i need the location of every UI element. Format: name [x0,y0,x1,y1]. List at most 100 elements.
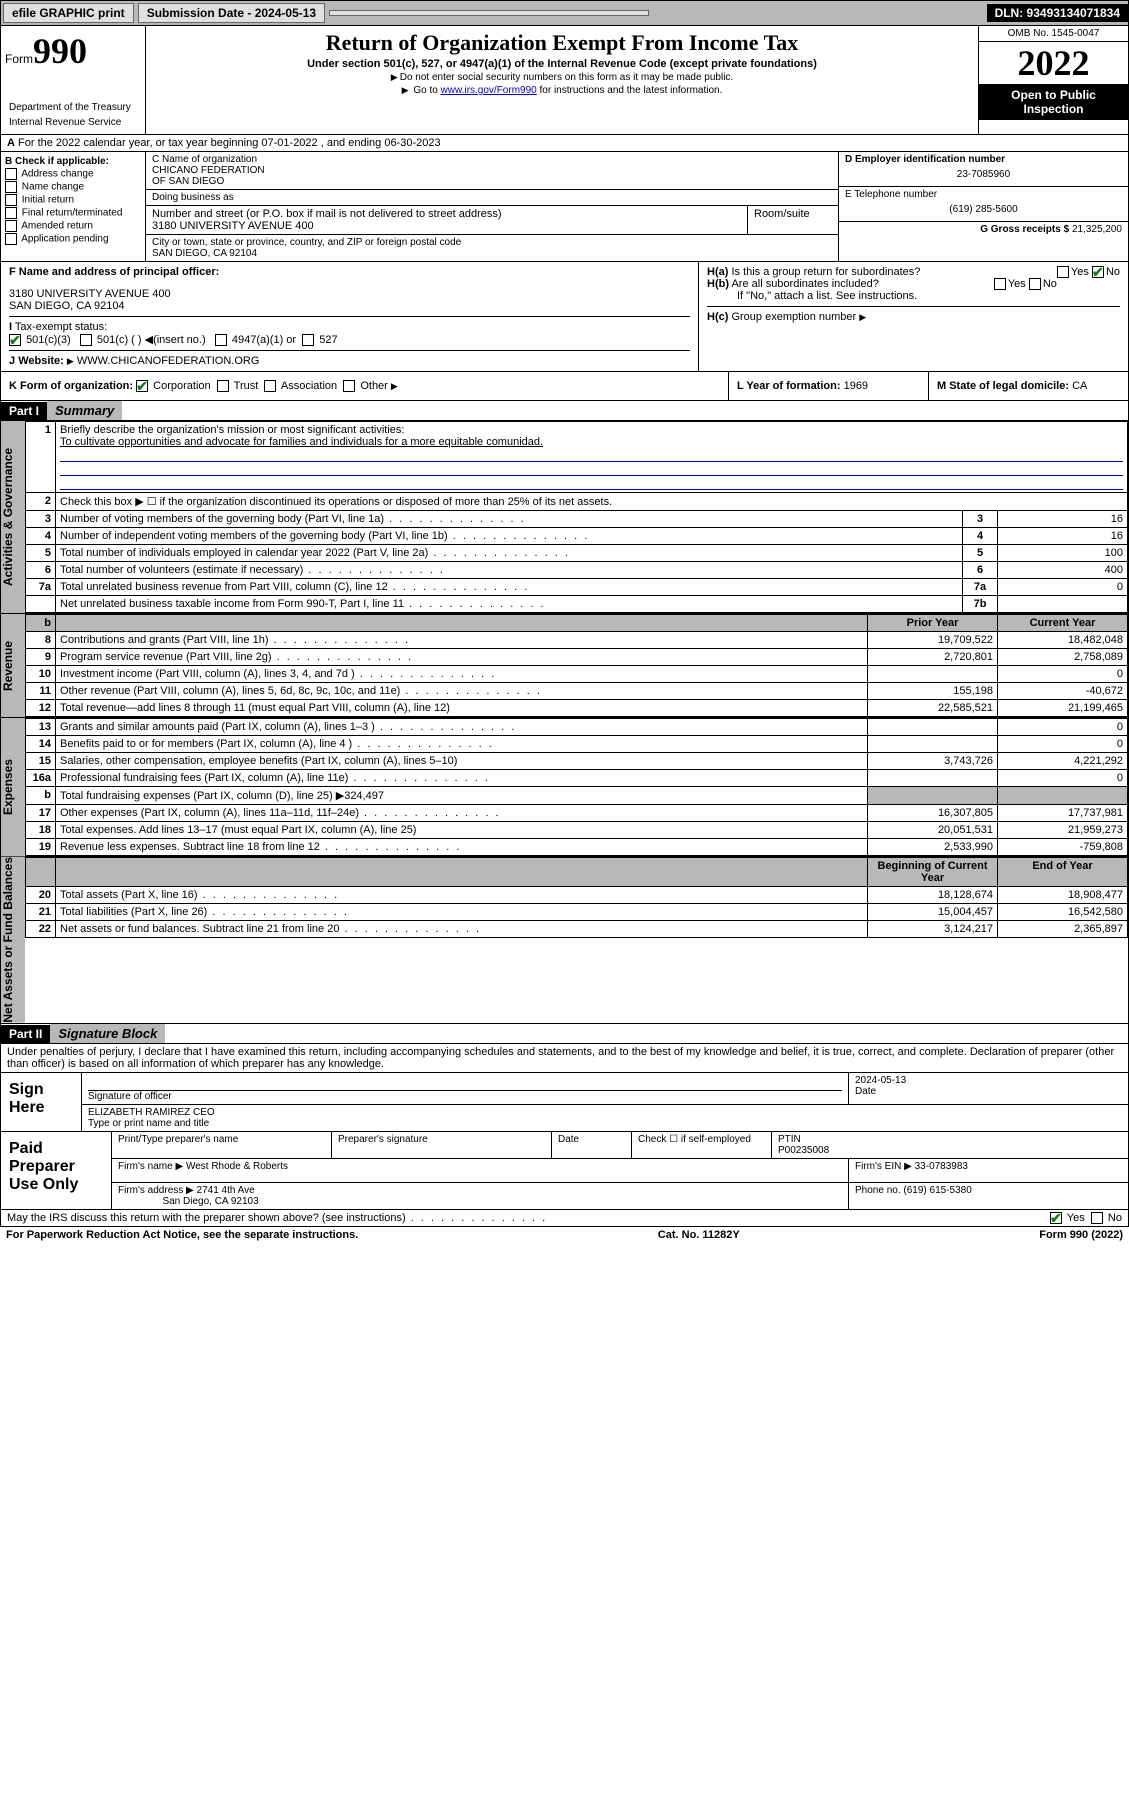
prep-phone-label: Phone no. [855,1185,901,1196]
firm-addr-label: Firm's address ▶ [118,1185,194,1196]
gov-row: 4Number of independent voting members of… [26,528,1128,545]
addr-label: Number and street (or P.O. box if mail i… [152,208,741,220]
ha-yes[interactable] [1057,266,1069,278]
officer-name: ELIZABETH RAMIREZ CEO [88,1107,1122,1118]
note1: Do not enter social security numbers on … [150,72,974,83]
preparer-section: Paid Preparer Use Only Print/Type prepar… [0,1132,1129,1210]
chk-assoc[interactable] [264,380,276,392]
chk-501c[interactable] [80,334,92,346]
prep-name-hdr: Print/Type preparer's name [111,1132,331,1159]
rev-row: 12Total revenue—add lines 8 through 11 (… [26,700,1128,717]
submission-btn[interactable]: Submission Date - 2024-05-13 [138,3,325,23]
domicile: CA [1072,380,1087,392]
page-footer: For Paperwork Reduction Act Notice, see … [0,1227,1129,1243]
firm-addr2: San Diego, CA 92103 [162,1196,258,1207]
hc-label: Group exemption number [731,311,856,323]
addr: 3180 UNIVERSITY AVENUE 400 [152,220,741,232]
prep-check[interactable]: Check ☐ if self-employed [631,1132,771,1159]
form-subtitle: Under section 501(c), 527, or 4947(a)(1)… [150,58,974,70]
chk-pending[interactable]: Application pending [5,233,141,245]
firm-name: West Rhode & Roberts [186,1161,288,1172]
chk-name[interactable]: Name change [5,181,141,193]
omb: OMB No. 1545-0047 [979,26,1128,42]
net-row: 21Total liabilities (Part X, line 26)15,… [26,904,1128,921]
chk-501c3[interactable] [9,334,21,346]
exp-label: Expenses [1,718,25,856]
form-title: Return of Organization Exempt From Incom… [150,30,974,56]
firm-ein-label: Firm's EIN ▶ [855,1161,912,1172]
net-row: 20Total assets (Part X, line 16)18,128,6… [26,887,1128,904]
ein: 23-7085960 [845,165,1122,184]
part-i-title: Summary [47,401,122,420]
chk-527[interactable] [302,334,314,346]
website-label: Website: [18,355,64,367]
officer-addr1: 3180 UNIVERSITY AVENUE 400 [9,288,690,300]
part-i: Part ISummary [0,401,1129,421]
irs-link[interactable]: www.irs.gov/Form990 [441,85,537,96]
form-label: Form990 [5,30,141,72]
domicile-label: M State of legal domicile: [937,380,1069,392]
form-ref: Form 990 (2022) [1039,1229,1123,1241]
chk-corp[interactable] [136,380,148,392]
line1-text: To cultivate opportunities and advocate … [60,436,543,448]
ha-no[interactable] [1092,266,1104,278]
hb-label: Are all subordinates included? [731,278,878,290]
officer-name-label: Type or print name and title [88,1118,1122,1129]
exp-row: 13Grants and similar amounts paid (Part … [26,719,1128,736]
hb-no[interactable] [1029,278,1041,290]
row-a: A For the 2022 calendar year, or tax yea… [0,134,1129,152]
gov-label: Activities & Governance [1,421,25,613]
open-inspection: Open to Public Inspection [979,84,1128,120]
chk-address[interactable]: Address change [5,168,141,180]
efile-btn[interactable]: efile GRAPHIC print [3,3,134,23]
prep-date-hdr: Date [551,1132,631,1159]
dept: Department of the Treasury [5,100,141,115]
firm-name-label: Firm's name ▶ [118,1161,183,1172]
topbar: efile GRAPHIC print Submission Date - 20… [0,0,1129,26]
blank-btn [329,10,649,16]
chk-amended[interactable]: Amended return [5,220,141,232]
exp-row: 15Salaries, other compensation, employee… [26,753,1128,770]
sig-date: 2024-05-13 [855,1075,1122,1086]
phone: (619) 285-5600 [845,200,1122,219]
prep-phone: (619) 615-5380 [903,1185,971,1196]
sig-date-label: Date [855,1086,1122,1097]
rev-row: 10Investment income (Part VIII, column (… [26,666,1128,683]
ha-label: Is this a group return for subordinates? [731,266,920,278]
chk-initial[interactable]: Initial return [5,194,141,206]
dln: DLN: 93493134071834 [987,4,1128,22]
chk-trust[interactable] [217,380,229,392]
exp-row: bTotal fundraising expenses (Part IX, co… [26,787,1128,805]
rev-row: 11Other revenue (Part VIII, column (A), … [26,683,1128,700]
gov-row: Net unrelated business taxable income fr… [26,596,1128,613]
preparer-label: Paid Preparer Use Only [1,1132,111,1209]
firm-addr1: 2741 4th Ave [197,1185,255,1196]
declaration: Under penalties of perjury, I declare th… [0,1044,1129,1073]
year-formed-label: L Year of formation: [737,380,841,392]
discuss-no[interactable] [1091,1212,1103,1224]
phone-label: E Telephone number [845,189,1122,200]
room-label: Room/suite [748,206,838,234]
sign-here-label: Sign Here [1,1073,81,1131]
exp-table: 13Grants and similar amounts paid (Part … [25,718,1128,856]
exp-row: 17Other expenses (Part IX, column (A), l… [26,805,1128,822]
chk-4947[interactable] [215,334,227,346]
gov-row: 5Total number of individuals employed in… [26,545,1128,562]
discuss-yes[interactable] [1050,1212,1062,1224]
tax-year: 2022 [979,42,1128,84]
rev-label: Revenue [1,614,25,717]
cat-no: Cat. No. 11282Y [658,1229,740,1241]
website: WWW.CHICANOFEDERATION.ORG [77,355,260,367]
org-name: CHICANO FEDERATION OF SAN DIEGO [152,165,832,187]
chk-other[interactable] [343,380,355,392]
gross: 21,325,200 [1072,224,1122,235]
officer-label: F Name and address of principal officer: [9,266,219,278]
discuss-row: May the IRS discuss this return with the… [0,1210,1129,1227]
form-header: Form990 Department of the Treasury Inter… [0,26,1129,134]
part-ii-hdr: Part II [1,1025,50,1043]
ptin: P00235008 [778,1145,829,1156]
tax-status-label: Tax-exempt status: [15,321,107,333]
note2: Go to www.irs.gov/Form990 for instructio… [150,85,974,96]
hb-yes[interactable] [994,278,1006,290]
chk-final[interactable]: Final return/terminated [5,207,141,219]
